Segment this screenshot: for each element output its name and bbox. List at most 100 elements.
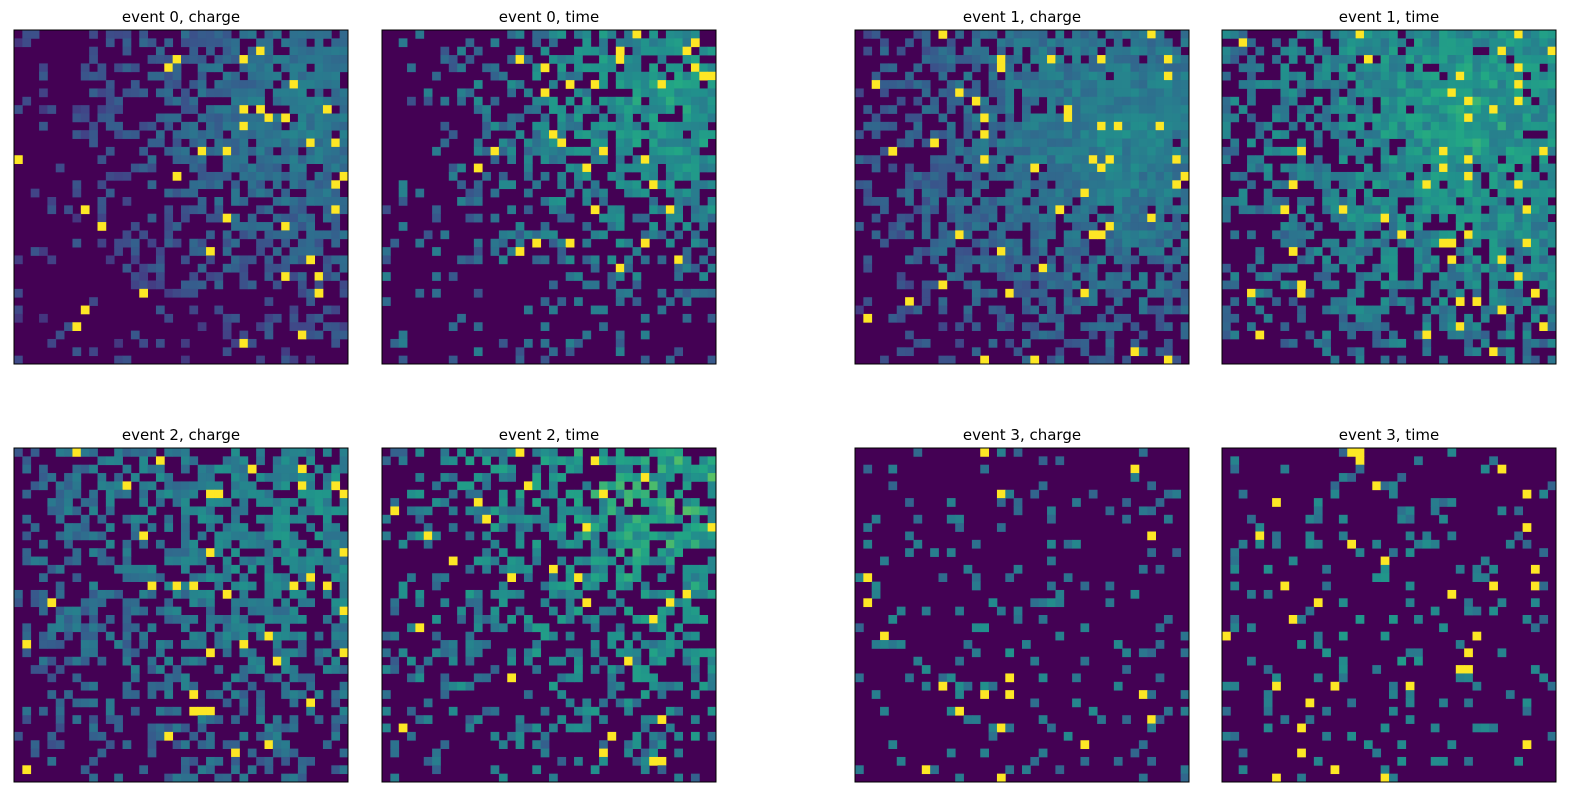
- heatmap-cell: [164, 88, 174, 98]
- heatmap-cell: [938, 297, 948, 306]
- heatmap-cell: [1313, 506, 1323, 516]
- heatmap-cell: [1505, 105, 1515, 114]
- heatmap-cell: [1355, 238, 1365, 248]
- heatmap-cell: [955, 247, 964, 256]
- heatmap-cell: [256, 656, 265, 666]
- heatmap-cell: [1180, 138, 1190, 148]
- heatmap-cell: [540, 171, 550, 181]
- heatmap-cell: [980, 681, 989, 691]
- heatmap-cell: [164, 690, 174, 699]
- heatmap-cell: [540, 138, 550, 148]
- heatmap-cell: [1464, 80, 1473, 89]
- heatmap-cell: [1230, 313, 1240, 323]
- heatmap-cell: [1238, 171, 1248, 181]
- heatmap-cell: [1263, 188, 1273, 198]
- heatmap-cell: [1130, 589, 1140, 599]
- heatmap-cell: [1122, 355, 1131, 365]
- heatmap-cell: [89, 46, 98, 56]
- heatmap-cell: [540, 197, 550, 206]
- heatmap-cell: [39, 656, 48, 666]
- heatmap-cell: [523, 205, 533, 215]
- heatmap-cell: [1414, 230, 1423, 240]
- heatmap-cell: [1363, 105, 1373, 114]
- heatmap-cell: [105, 589, 115, 599]
- heatmap-cell: [1172, 272, 1182, 281]
- heatmap-cell: [297, 71, 307, 81]
- heatmap-cell: [264, 205, 274, 215]
- heatmap-cell: [921, 765, 931, 775]
- heatmap-cell: [289, 648, 299, 658]
- heatmap-cell: [1522, 247, 1532, 256]
- heatmap-cell: [557, 523, 567, 532]
- heatmap-cell: [264, 188, 274, 198]
- heatmap-cell: [322, 564, 332, 574]
- heatmap-cell: [665, 448, 675, 457]
- heatmap-cell: [963, 640, 973, 649]
- heatmap-cell: [1355, 247, 1365, 256]
- heatmap-cell: [339, 765, 349, 775]
- heatmap-cell: [1113, 681, 1123, 691]
- heatmap-cell: [607, 171, 617, 181]
- heatmap-cell: [498, 171, 508, 181]
- heatmap-cell: [523, 690, 533, 699]
- heatmap-cell: [657, 448, 667, 457]
- heatmap-cell: [574, 297, 583, 306]
- heatmap-cell: [239, 539, 249, 549]
- heatmap-cell: [231, 523, 240, 532]
- heatmap-cell: [1130, 280, 1140, 290]
- heatmap-cell: [1480, 464, 1490, 474]
- heatmap-cell: [214, 146, 224, 156]
- heatmap-cell: [1363, 188, 1373, 198]
- heatmap-cell: [599, 146, 608, 156]
- heatmap-cell: [89, 773, 98, 783]
- heatmap-cell: [1464, 55, 1473, 64]
- heatmap-cell: [1539, 280, 1549, 290]
- heatmap-cell: [1313, 113, 1323, 123]
- heatmap-cell: [988, 80, 998, 89]
- heatmap-cell: [657, 740, 667, 749]
- heatmap-cell: [1163, 706, 1173, 716]
- heatmap-cell: [164, 706, 174, 716]
- heatmap-cell: [1038, 481, 1048, 491]
- heatmap-cell: [905, 180, 914, 190]
- heatmap-cell: [231, 489, 240, 499]
- heatmap-cell: [247, 63, 257, 73]
- heatmap-cell: [89, 138, 98, 148]
- heatmap-cell: [1230, 623, 1240, 633]
- heatmap-cell: [80, 606, 90, 616]
- heatmap-cell: [888, 740, 898, 749]
- heatmap-cell: [665, 598, 675, 608]
- heatmap-cell: [231, 765, 240, 775]
- heatmap-cell: [1297, 205, 1306, 215]
- heatmap-cell: [930, 238, 939, 248]
- heatmap-cell: [1313, 498, 1323, 507]
- heatmap-cell: [980, 464, 989, 474]
- heatmap-cell: [590, 615, 600, 624]
- heatmap-cell: [549, 305, 558, 315]
- heatmap-cell: [1497, 105, 1507, 114]
- heatmap-cell: [147, 523, 157, 532]
- heatmap-cell: [222, 138, 232, 148]
- heatmap-cell: [649, 756, 658, 766]
- heatmap-cell: [1163, 188, 1173, 198]
- heatmap-cell: [1380, 197, 1390, 206]
- heatmap-cell: [582, 96, 592, 106]
- heatmap-cell: [1013, 272, 1023, 281]
- heatmap-cell: [1297, 222, 1306, 231]
- heatmap-cell: [532, 648, 542, 658]
- heatmap-cell: [1389, 121, 1398, 131]
- heatmap-cell: [1005, 338, 1015, 348]
- heatmap-cell: [963, 130, 973, 139]
- heatmap-cell: [657, 573, 667, 582]
- heatmap-cell: [607, 506, 617, 516]
- heatmap-cell: [331, 523, 341, 532]
- heatmap-cell: [557, 297, 567, 306]
- heatmap-cell: [64, 539, 73, 549]
- heatmap-cell: [39, 706, 48, 716]
- heatmap-cell: [181, 30, 190, 39]
- heatmap-cell: [640, 531, 650, 541]
- heatmap-cell: [314, 30, 324, 39]
- heatmap-cell: [322, 305, 332, 315]
- heatmap-cell: [632, 548, 642, 557]
- heatmap-cell: [963, 213, 973, 223]
